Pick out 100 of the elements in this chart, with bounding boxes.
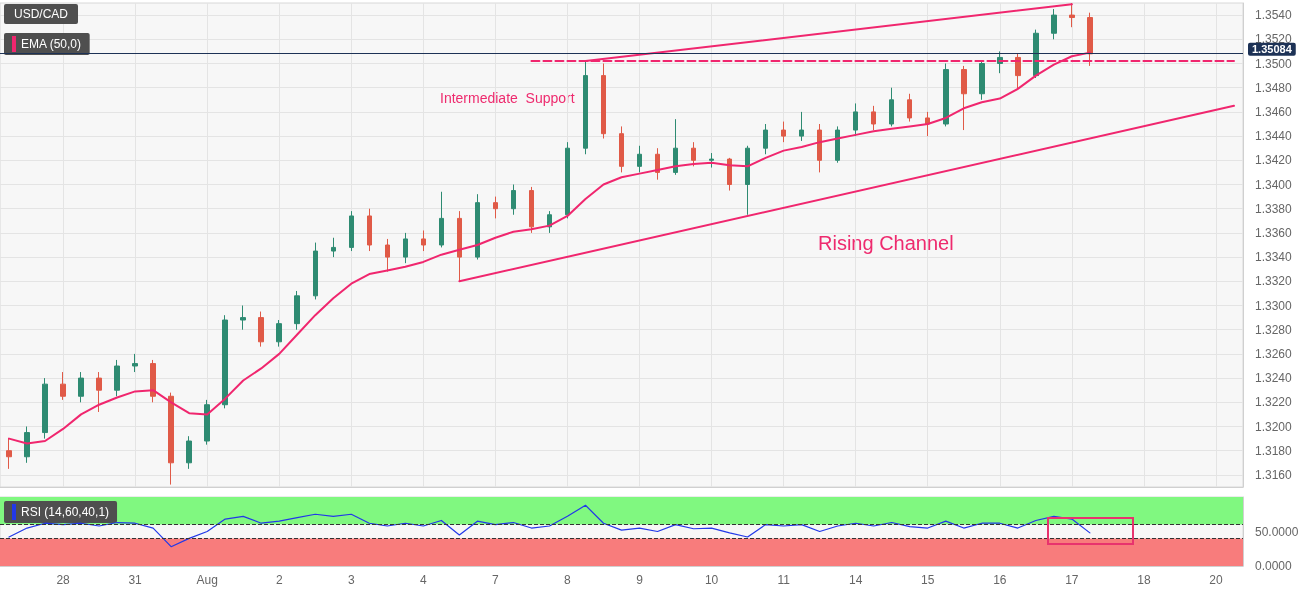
chart-title: USD/CAD	[14, 7, 69, 21]
x-tick-label: 18	[1137, 573, 1151, 587]
y-tick-label: 1.3340	[1255, 250, 1293, 265]
candlestick	[961, 65, 967, 131]
candlestick	[907, 93, 912, 123]
candlestick	[385, 238, 390, 273]
candlestick	[979, 60, 985, 101]
candlestick	[331, 237, 336, 258]
candlestick	[853, 102, 858, 137]
y-tick-label: 1.3260	[1255, 346, 1293, 361]
candlestick	[1087, 12, 1093, 67]
candlestick	[114, 359, 120, 397]
x-tick-label: 10	[704, 573, 719, 587]
candlestick	[1051, 8, 1057, 40]
x-tick-label: 28	[56, 573, 71, 587]
line-series	[8, 504, 1091, 548]
candlestick	[168, 392, 174, 486]
candlestick	[403, 232, 408, 264]
candlestick	[204, 399, 210, 446]
candlestick	[186, 435, 192, 470]
candlestick	[727, 157, 732, 192]
candlestick	[313, 242, 318, 300]
candlestick	[475, 193, 480, 261]
y-tick-label: 1.3540	[1255, 8, 1293, 23]
x-tick-label: 17	[1065, 573, 1079, 587]
y-tick-label: 1.3460	[1255, 104, 1293, 119]
y-tick-label: 1.3380	[1255, 201, 1293, 216]
y-tick-label: 1.3300	[1255, 298, 1293, 313]
candlestick	[367, 208, 372, 252]
candlestick	[745, 145, 750, 216]
x-tick-label: 4	[420, 573, 427, 587]
candlestick	[349, 210, 354, 252]
y-tick-label: 1.3240	[1255, 371, 1293, 386]
x-tick-label: 20	[1209, 573, 1223, 587]
annotation: Rising Channel	[818, 232, 954, 254]
candlestick	[835, 125, 840, 164]
candlestick	[763, 123, 768, 155]
x-tick-label: 16	[993, 573, 1007, 587]
x-tick-label: 2	[275, 573, 283, 587]
candlestick	[889, 87, 894, 127]
candlestick	[943, 63, 949, 127]
candlestick	[276, 319, 282, 348]
candlestick	[240, 305, 246, 331]
x-tick-label: 8	[564, 573, 572, 587]
candlestick	[24, 426, 30, 464]
candlestick	[493, 196, 498, 219]
y-tick-label: 50.0000	[1255, 524, 1299, 539]
candlestick	[511, 184, 516, 216]
candlestick	[78, 371, 84, 403]
ref-line-label: 1.35084	[1252, 43, 1293, 56]
legend-label: RSI (14,60,40,1)	[21, 505, 110, 519]
x-tick-label: 31	[128, 573, 143, 587]
candlestick	[150, 359, 156, 403]
candlestick	[1015, 53, 1021, 91]
candlestick	[1069, 2, 1075, 28]
candlestick	[565, 141, 570, 219]
x-tick-label: 15	[921, 573, 935, 587]
x-tick-label: 14	[849, 573, 863, 587]
y-tick-label: 0.0000	[1255, 559, 1293, 573]
y-tick-label: 1.3220	[1255, 395, 1293, 410]
candlestick	[619, 125, 624, 173]
y-tick-label: 1.3160	[1255, 467, 1293, 482]
candlestick	[529, 186, 534, 234]
candlestick	[871, 105, 876, 131]
y-tick-label: 1.3280	[1255, 322, 1293, 337]
y-tick-label: 1.3440	[1255, 129, 1293, 144]
x-tick-label: Aug	[196, 573, 218, 587]
y-tick-label: 1.3180	[1255, 443, 1293, 458]
candlestick	[781, 121, 786, 143]
candlestick	[673, 118, 678, 176]
x-tick-label: 11	[777, 573, 791, 587]
candlestick	[799, 111, 804, 142]
candlestick	[258, 311, 264, 348]
candlestick	[421, 229, 426, 252]
y-tick-label: 1.3500	[1255, 56, 1293, 71]
candlestick	[709, 152, 714, 169]
y-tick-label: 1.3400	[1255, 177, 1293, 192]
candlestick	[132, 353, 138, 373]
candlestick	[222, 314, 228, 409]
candlestick	[583, 60, 588, 155]
candlestick	[96, 371, 102, 413]
candlestick	[439, 191, 444, 248]
candlestick	[637, 145, 642, 173]
y-tick-label: 1.3480	[1255, 80, 1293, 95]
y-tick-label: 1.3200	[1255, 419, 1293, 434]
y-tick-label: 1.3360	[1255, 225, 1293, 240]
x-tick-label: 9	[636, 573, 644, 587]
y-tick-label: 1.3320	[1255, 274, 1293, 289]
legend-label: EMA (50,0)	[21, 37, 82, 51]
y-tick-label: 1.3420	[1255, 153, 1293, 168]
candlestick	[42, 377, 48, 440]
candlestick	[60, 371, 66, 401]
candlestick	[457, 210, 462, 282]
x-tick-label: 7	[492, 573, 500, 587]
x-tick-label: 3	[347, 573, 355, 587]
candlestick	[294, 290, 300, 331]
candlestick	[1033, 29, 1039, 79]
candlestick	[817, 123, 822, 173]
candlestick	[601, 63, 606, 140]
candlestick	[6, 438, 12, 470]
